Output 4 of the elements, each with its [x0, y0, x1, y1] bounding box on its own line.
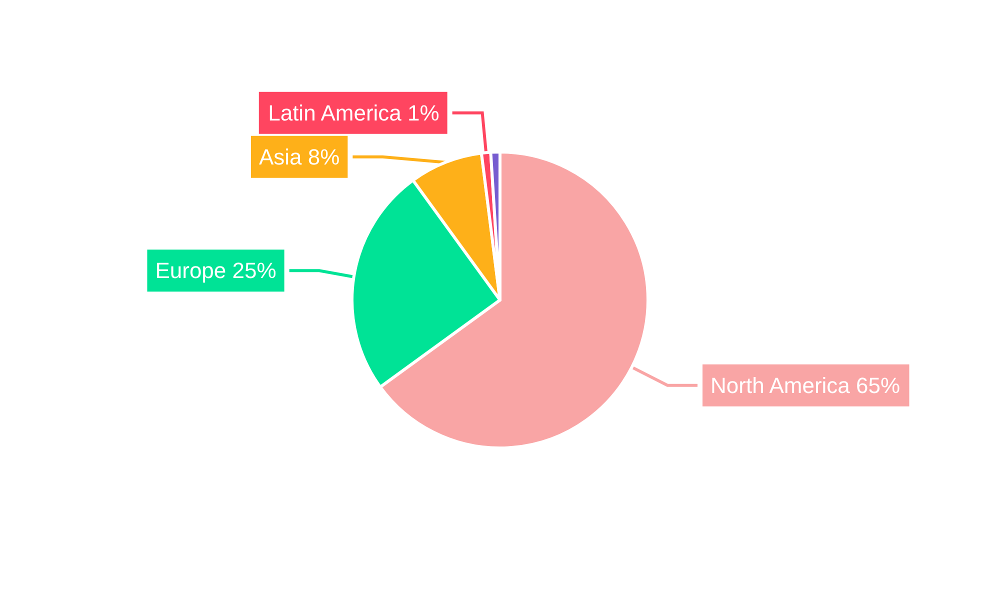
slice-label: Asia 8%: [258, 144, 340, 170]
slice-label: Europe 25%: [155, 258, 276, 284]
slice-label: North America 65%: [710, 372, 900, 398]
slice-label: Latin America 1%: [268, 100, 440, 126]
